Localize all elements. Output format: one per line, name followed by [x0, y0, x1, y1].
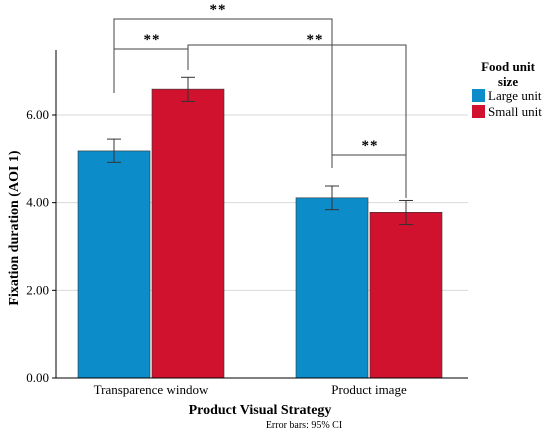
- error-bar-footnote: Error bars: 95% CI: [266, 420, 342, 431]
- bar-small-unit-product-image: [369, 212, 443, 379]
- bar-small-unit-transparence-window: [151, 88, 225, 379]
- bar-large-unit-product-image: [295, 197, 369, 379]
- y-tick-labels: 0.00 2.00 4.00 6.00: [26, 107, 49, 385]
- significance-bracket: [187, 44, 407, 198]
- legend: Food unit size Large unit Small unit: [472, 59, 542, 119]
- axes: [52, 50, 468, 379]
- y-tick-label: 4.00: [26, 195, 49, 210]
- y-tick-label: 0.00: [26, 370, 49, 385]
- x-axis-title: Product Visual Strategy: [189, 403, 332, 418]
- significance-bracket: [113, 18, 333, 163]
- x-tick-labels: Transparence window Product image: [94, 382, 407, 397]
- significance-brackets: ** ** ** **: [113, 2, 407, 198]
- x-tick-label: Transparence window: [94, 382, 209, 397]
- legend-swatch-large-unit: [472, 89, 485, 102]
- bar-large-unit-transparence-window: [77, 150, 151, 379]
- y-tick-label: 6.00: [26, 107, 49, 122]
- significance-label: **: [210, 2, 227, 18]
- legend-swatch-small-unit: [472, 105, 485, 118]
- y-tick-label: 2.00: [26, 282, 49, 297]
- bars: [77, 88, 443, 379]
- x-tick-label: Product image: [331, 382, 407, 397]
- y-axis-title: Fixation duration (AOI 1): [7, 150, 22, 306]
- legend-title-line-1: Food unit: [481, 59, 535, 74]
- legend-label-large-unit: Large unit: [488, 88, 542, 103]
- significance-bracket: [113, 48, 189, 93]
- legend-label-small-unit: Small unit: [488, 104, 542, 119]
- significance-label: **: [362, 138, 379, 154]
- error-bars: [107, 76, 413, 226]
- significance-label: **: [144, 32, 161, 48]
- significance-label: **: [307, 32, 324, 48]
- legend-title-line-2: size: [498, 74, 518, 89]
- significance-bracket: [331, 154, 407, 198]
